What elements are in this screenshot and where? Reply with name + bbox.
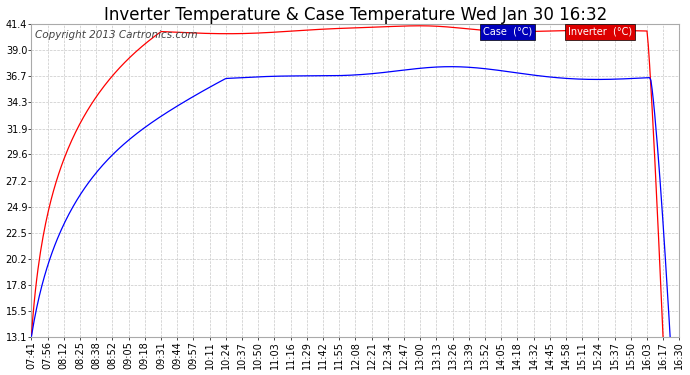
Text: Copyright 2013 Cartronics.com: Copyright 2013 Cartronics.com — [34, 30, 197, 40]
Text: Inverter  (°C): Inverter (°C) — [569, 27, 633, 37]
Title: Inverter Temperature & Case Temperature Wed Jan 30 16:32: Inverter Temperature & Case Temperature … — [104, 6, 607, 24]
Text: Case  (°C): Case (°C) — [483, 27, 533, 37]
